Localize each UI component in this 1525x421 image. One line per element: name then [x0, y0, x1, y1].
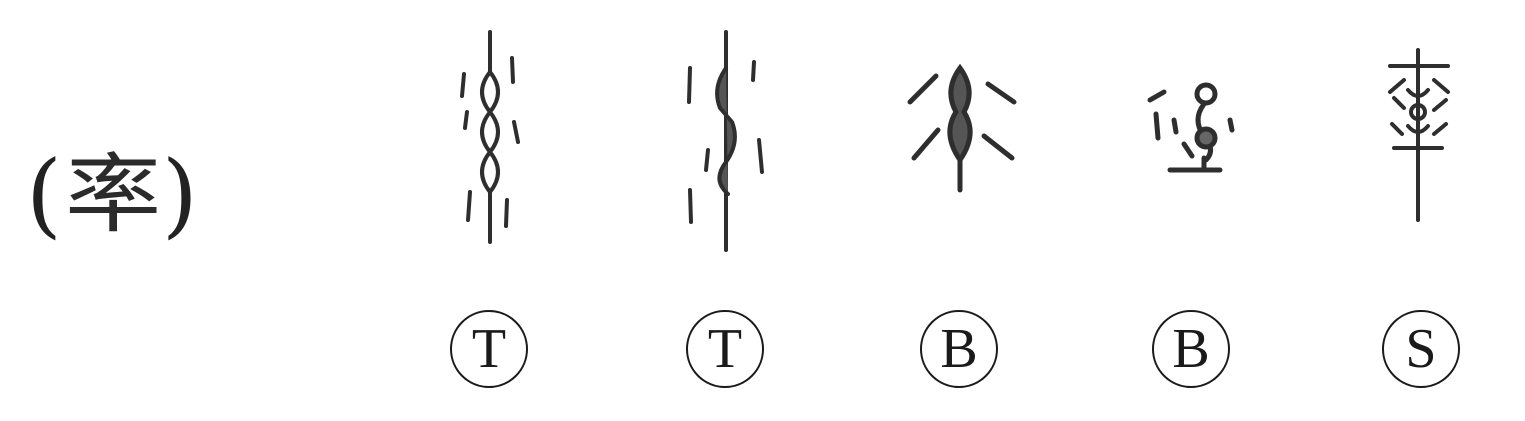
script-label-badge: T — [686, 310, 764, 388]
seal-form-icon — [1388, 48, 1450, 222]
glyph-column-5: S — [1342, 20, 1502, 390]
script-label-badge: T — [450, 310, 528, 388]
headword-close-paren: ) — [161, 141, 198, 248]
glyph-column-3: B — [880, 20, 1040, 390]
script-label-badge: B — [920, 310, 998, 388]
headword-open-paren: ( — [26, 141, 62, 248]
bronze-form-1-icon — [907, 63, 1017, 193]
script-label-badge: B — [1152, 310, 1230, 388]
oracle-bone-form-2-icon — [687, 30, 764, 252]
script-label-badge: S — [1382, 310, 1460, 388]
oracle-bone-form-1-icon — [460, 30, 520, 244]
headword: ( 率 ) — [26, 140, 256, 250]
headword-character: 率 — [64, 145, 161, 245]
glyph-column-2: T — [646, 20, 806, 390]
glyph-column-4: B — [1112, 20, 1272, 390]
bronze-form-2-icon — [1147, 82, 1235, 173]
glyph-column-1: T — [410, 20, 570, 390]
